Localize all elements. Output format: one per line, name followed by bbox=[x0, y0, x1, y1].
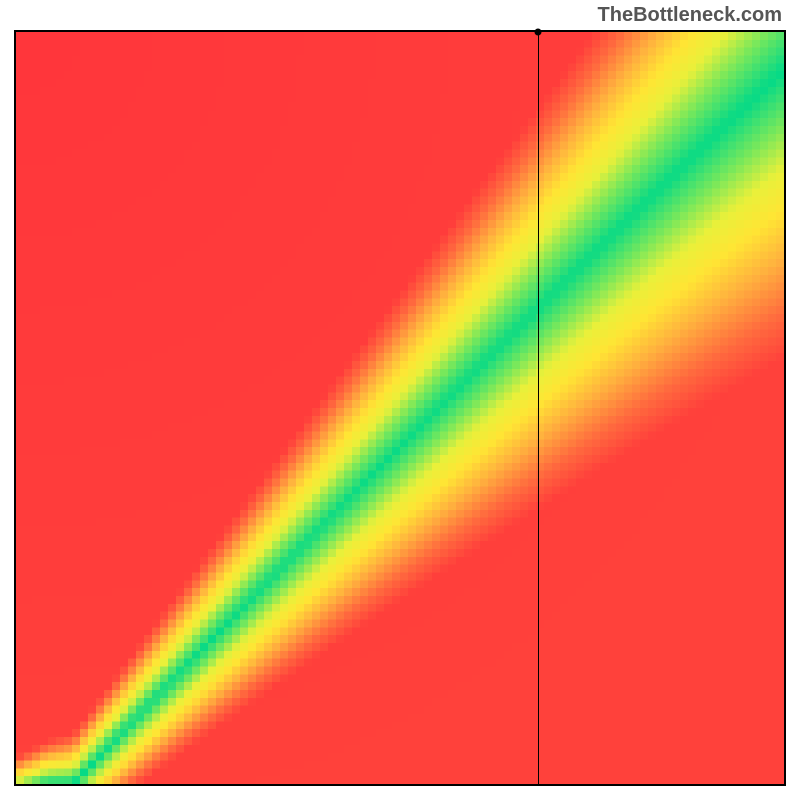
watermark-text: TheBottleneck.com bbox=[598, 4, 782, 27]
bottleneck-heatmap bbox=[16, 32, 784, 784]
bottleneck-heatmap-frame bbox=[14, 30, 786, 786]
selection-vertical-line bbox=[538, 32, 539, 784]
selection-marker-dot bbox=[535, 29, 542, 36]
